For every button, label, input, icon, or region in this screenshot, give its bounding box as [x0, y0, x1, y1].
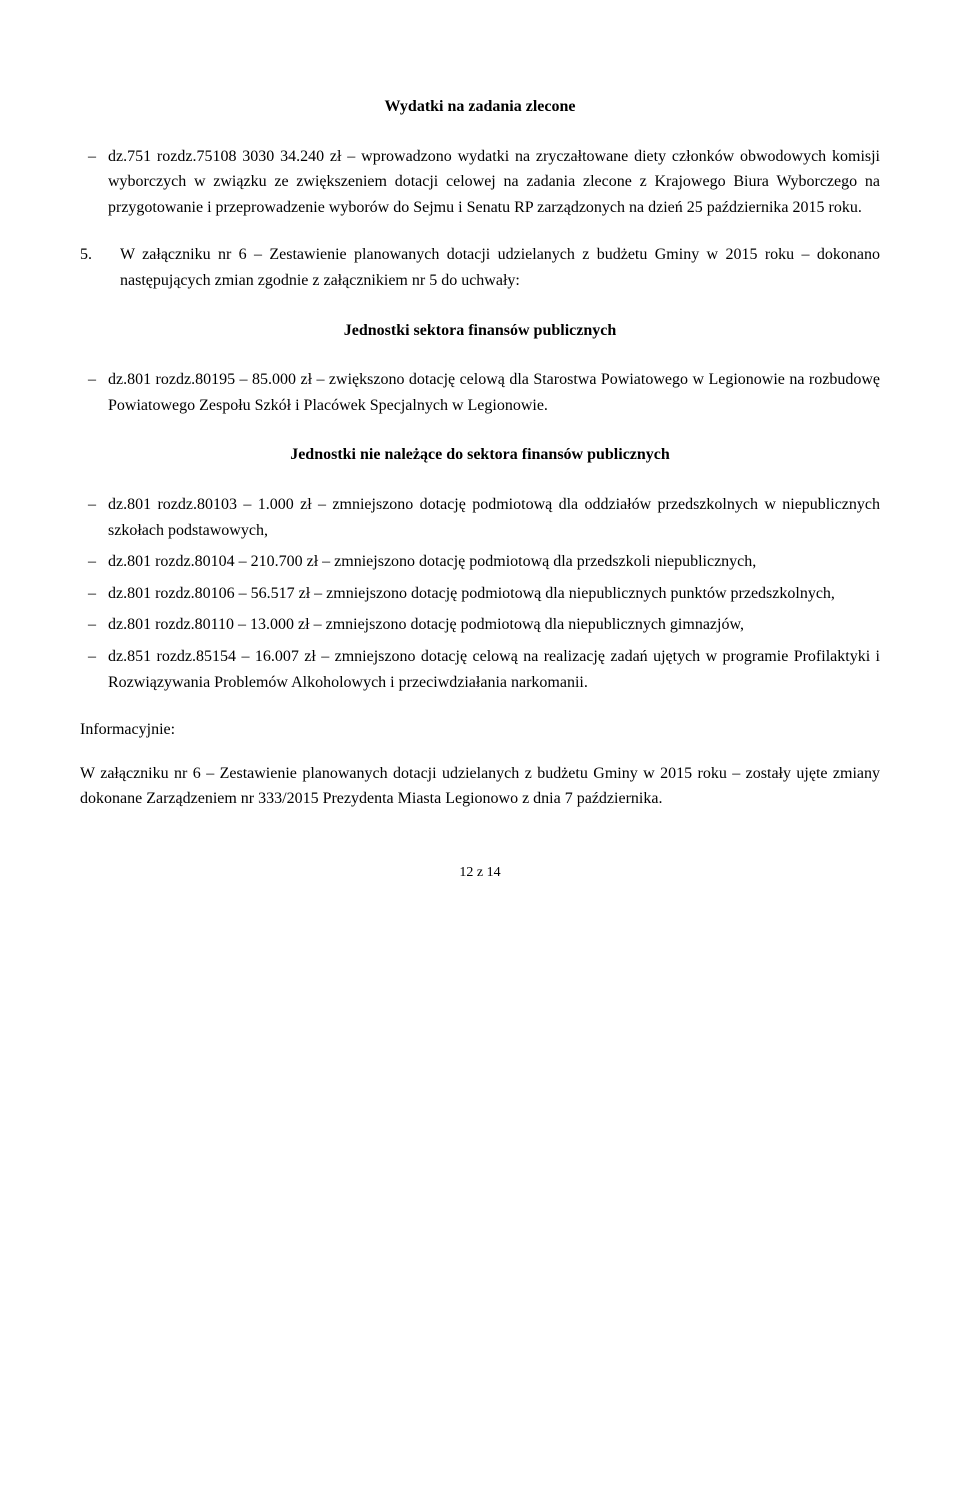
paragraph-number: 5. [80, 242, 120, 293]
bullet-list-3: dz.801 rozdz.80103 – 1.000 zł – zmniejsz… [80, 492, 880, 695]
subheading-nonpublic-sector: Jednostki nie należące do sektora finans… [80, 442, 880, 468]
list-item: dz.801 rozdz.80195 – 85.000 zł – zwiększ… [80, 367, 880, 418]
list-item: dz.751 rozdz.75108 3030 34.240 zł – wpro… [80, 144, 880, 221]
numbered-paragraph-5: 5. W załączniku nr 6 – Zestawienie plano… [80, 242, 880, 293]
bullet-list-1: dz.751 rozdz.75108 3030 34.240 zł – wpro… [80, 144, 880, 221]
subheading-public-sector: Jednostki sektora finansów publicznych [80, 318, 880, 344]
page-footer: 12 z 14 [80, 862, 880, 884]
info-paragraph: W załączniku nr 6 – Zestawienie planowan… [80, 761, 880, 812]
paragraph-text: W załączniku nr 6 – Zestawienie planowan… [120, 242, 880, 293]
list-item: dz.801 rozdz.80106 – 56.517 zł – zmniejs… [80, 581, 880, 607]
list-item: dz.801 rozdz.80103 – 1.000 zł – zmniejsz… [80, 492, 880, 543]
page-title: Wydatki na zadania zlecone [80, 94, 880, 120]
list-item: dz.851 rozdz.85154 – 16.007 zł – zmniejs… [80, 644, 880, 695]
list-item: dz.801 rozdz.80110 – 13.000 zł – zmniejs… [80, 612, 880, 638]
info-label: Informacyjnie: [80, 717, 880, 743]
bullet-list-2: dz.801 rozdz.80195 – 85.000 zł – zwiększ… [80, 367, 880, 418]
list-item: dz.801 rozdz.80104 – 210.700 zł – zmniej… [80, 549, 880, 575]
